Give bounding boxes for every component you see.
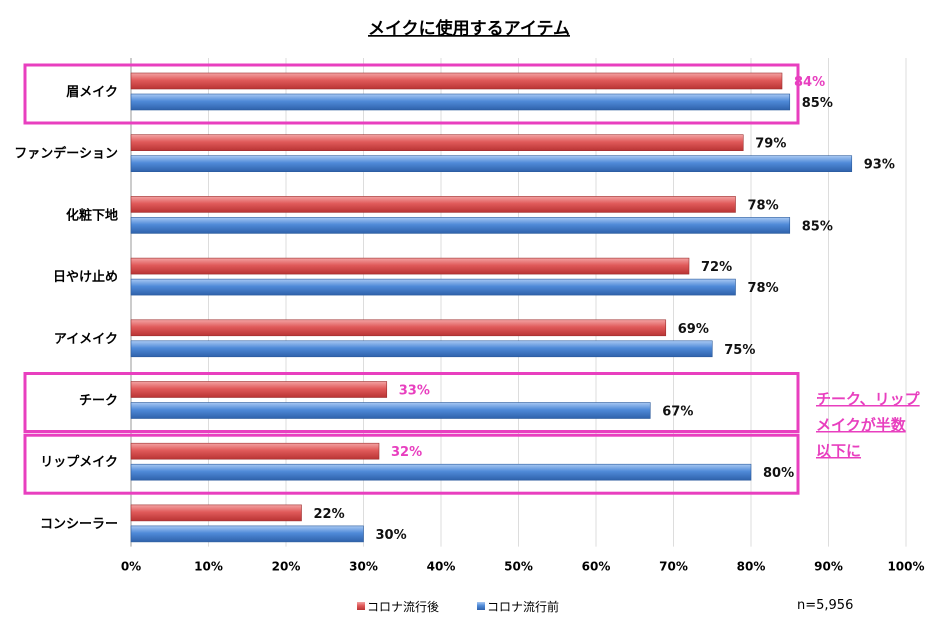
sample-size-note: n=5,956	[797, 598, 853, 613]
value-label-after: 72%	[701, 260, 732, 275]
bar-after	[130, 134, 744, 151]
bar-before	[130, 278, 736, 296]
x-tick-label: 0%	[121, 560, 141, 574]
x-tick-label: 30%	[349, 560, 378, 574]
annotation-line-1: チーク、リップ	[816, 390, 921, 408]
bar-after	[130, 319, 667, 337]
value-label-before: 80%	[763, 466, 794, 481]
bar-before	[130, 93, 791, 111]
category-label: ファンデーション	[14, 146, 118, 162]
highlight-boxes	[23, 63, 800, 495]
highlight-box	[23, 433, 800, 495]
x-tick-label: 100%	[887, 560, 924, 574]
x-tick-label: 50%	[504, 560, 533, 574]
legend-swatch-before	[477, 602, 485, 610]
value-label-after: 69%	[678, 322, 709, 337]
bar-after	[130, 442, 380, 460]
value-label-after: 84%	[794, 75, 825, 90]
value-label-before: 75%	[724, 343, 755, 358]
value-label-before: 78%	[748, 281, 779, 296]
value-label-before: 67%	[662, 405, 693, 420]
x-tick-label: 10%	[194, 560, 223, 574]
x-tick-label: 40%	[427, 560, 456, 574]
category-label: リップメイク	[40, 455, 118, 470]
highlight-box	[23, 63, 800, 125]
bar-after	[130, 196, 736, 213]
value-label-before: 93%	[864, 158, 895, 173]
category-label: コンシーラー	[40, 517, 118, 532]
chart-title: メイクに使用するアイテム	[368, 18, 570, 39]
legend-label-before: コロナ流行前	[487, 599, 559, 614]
value-label-after: 79%	[755, 137, 786, 152]
bar-after	[130, 381, 388, 398]
x-tick-label: 60%	[582, 560, 611, 574]
value-label-before: 85%	[802, 96, 833, 111]
category-label: 眉メイク	[66, 85, 118, 100]
bar-before	[130, 340, 713, 358]
bar-after	[130, 72, 783, 90]
value-label-after: 32%	[391, 445, 422, 460]
bar-before	[130, 525, 364, 543]
bars	[130, 72, 853, 543]
x-tick-label: 20%	[272, 560, 301, 574]
value-label-before: 85%	[802, 219, 833, 234]
bar-before	[130, 217, 791, 234]
value-labels: 84% 85% 79% 93% 78% 85% 72% 78% 69% 75% 33% 67% 32% 8…	[314, 75, 895, 543]
legend-label-after: コロナ流行後	[367, 600, 439, 614]
bar-before	[130, 463, 752, 481]
highlight-box	[23, 372, 800, 433]
bar-before	[130, 402, 651, 419]
category-labels: 眉メイクファンデーション化粧下地日やけ止めアイメイクチークリップメイクコンシーラ…	[14, 85, 118, 532]
category-label: 日やけ止め	[53, 269, 118, 285]
bar-before	[130, 155, 853, 172]
value-label-before: 30%	[376, 528, 407, 543]
category-label: アイメイク	[54, 332, 118, 347]
x-tick-label: 80%	[737, 560, 766, 574]
x-tick-label: 90%	[814, 560, 843, 574]
bar-after	[130, 257, 690, 275]
category-label: 化粧下地	[66, 207, 118, 223]
value-label-after: 33%	[399, 384, 430, 399]
bar-after	[130, 504, 302, 522]
x-tick-label: 70%	[659, 560, 688, 574]
legend: コロナ流行後 コロナ流行前	[357, 599, 559, 614]
category-label: チーク	[79, 394, 118, 409]
value-label-after: 22%	[314, 507, 345, 522]
value-label-after: 78%	[748, 198, 779, 213]
x-tick-labels: 0% 10% 20% 30% 40% 50% 60% 70% 80% 90% 100%	[121, 560, 925, 574]
annotation-line-3: 以下に	[816, 442, 861, 460]
legend-swatch-after	[357, 602, 365, 610]
annotation: チーク、リップ メイクが半数 以下に	[816, 390, 921, 460]
annotation-line-2: メイクが半数	[816, 416, 907, 434]
